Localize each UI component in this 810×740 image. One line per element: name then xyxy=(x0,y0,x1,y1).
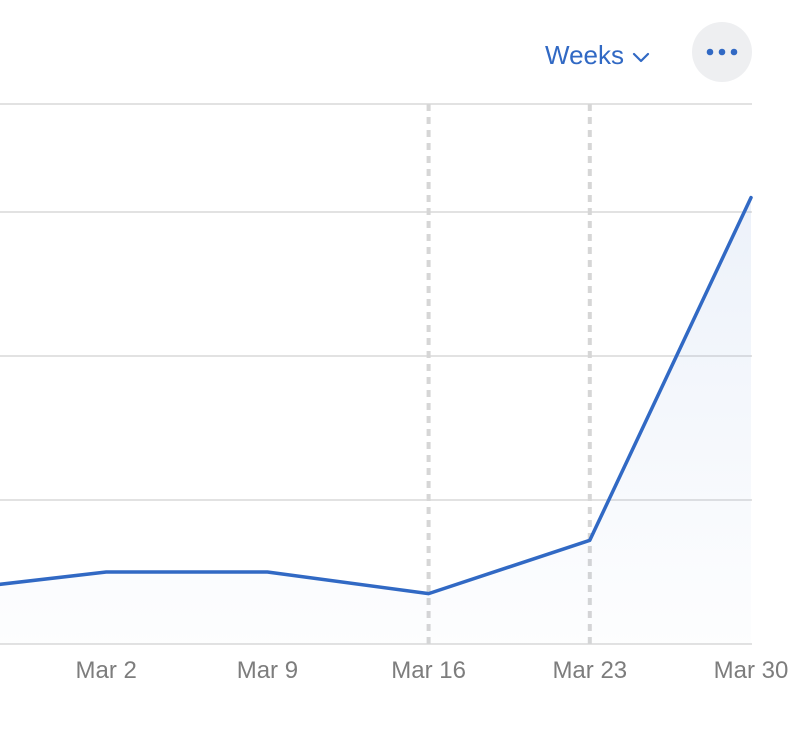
x-tick-label: Mar 16 xyxy=(391,657,466,684)
more-options-button[interactable] xyxy=(692,22,752,82)
period-label: Weeks xyxy=(545,39,624,70)
x-tick-label: Mar 2 xyxy=(76,657,137,684)
x-tick-label: Mar 30 xyxy=(714,657,789,684)
ellipsis-icon xyxy=(705,43,739,61)
series-line xyxy=(0,195,753,596)
x-tick-label: Mar 9 xyxy=(237,657,298,684)
series-area xyxy=(0,197,751,644)
chevron-down-icon xyxy=(632,40,650,71)
x-tick-label: Mar 23 xyxy=(552,657,627,684)
period-dropdown[interactable]: Weeks xyxy=(545,36,650,74)
